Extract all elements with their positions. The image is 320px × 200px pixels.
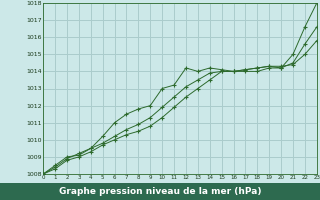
Text: Graphe pression niveau de la mer (hPa): Graphe pression niveau de la mer (hPa) [59, 187, 261, 196]
